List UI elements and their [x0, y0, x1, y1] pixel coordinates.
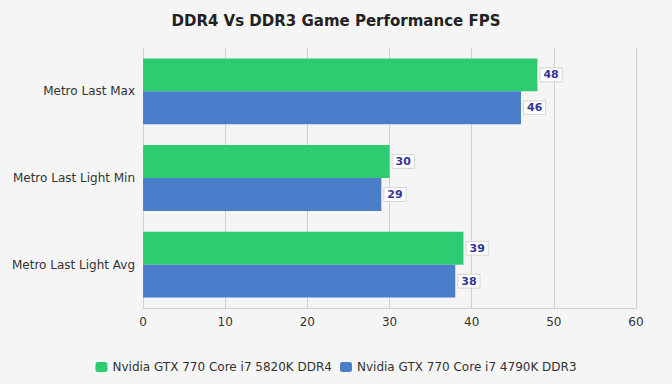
svg-text:Metro Last Light Avg: Metro Last Light Avg	[12, 258, 135, 272]
svg-text:60: 60	[628, 315, 643, 329]
svg-text:48: 48	[543, 68, 558, 81]
svg-text:10: 10	[218, 315, 233, 329]
svg-text:DDR4 Vs DDR3 Game Performance: DDR4 Vs DDR3 Game Performance FPS	[172, 12, 501, 30]
svg-text:0: 0	[139, 315, 147, 329]
svg-text:38: 38	[461, 275, 476, 288]
svg-text:Nvidia GTX 770 Core i7 5820K D: Nvidia GTX 770 Core i7 5820K DDR4	[112, 360, 332, 374]
svg-text:Metro Last Max: Metro Last Max	[43, 84, 135, 98]
svg-text:30: 30	[382, 315, 397, 329]
svg-text:30: 30	[396, 155, 412, 168]
svg-text:39: 39	[469, 242, 484, 255]
svg-text:Metro Last Light Min: Metro Last Light Min	[13, 171, 135, 185]
svg-text:40: 40	[464, 315, 479, 329]
svg-text:50: 50	[546, 315, 561, 329]
svg-text:Nvidia GTX 770 Core i7 4790K D: Nvidia GTX 770 Core i7 4790K DDR3	[357, 360, 577, 374]
svg-text:46: 46	[527, 101, 543, 114]
svg-text:20: 20	[300, 315, 315, 329]
svg-text:29: 29	[387, 188, 402, 201]
